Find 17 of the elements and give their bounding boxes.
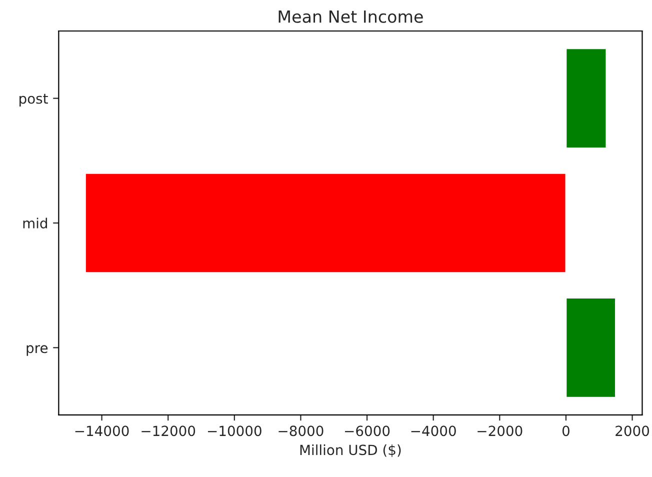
x-tick-label: −12000 [142, 426, 196, 436]
x-tick-label: −4000 [411, 426, 456, 436]
bar [565, 297, 616, 398]
x-tick-label: −10000 [208, 426, 262, 436]
x-tick-label: −6000 [345, 426, 390, 436]
x-tick-label: −2000 [478, 426, 522, 436]
chart-title: Mean Net Income [278, 10, 423, 23]
bar [565, 48, 608, 149]
y-tick-label: pre [26, 345, 48, 356]
bar [84, 172, 567, 274]
y-tick-label: post [20, 94, 48, 106]
x-tick-label: 0 [562, 426, 570, 436]
y-tick-label: mid [23, 218, 47, 228]
x-tick-label: 2000 [616, 426, 650, 436]
x-axis-title: Million USD ($) [300, 444, 401, 457]
x-tick-label: −14000 [75, 426, 129, 436]
x-tick-label: −8000 [278, 426, 324, 436]
